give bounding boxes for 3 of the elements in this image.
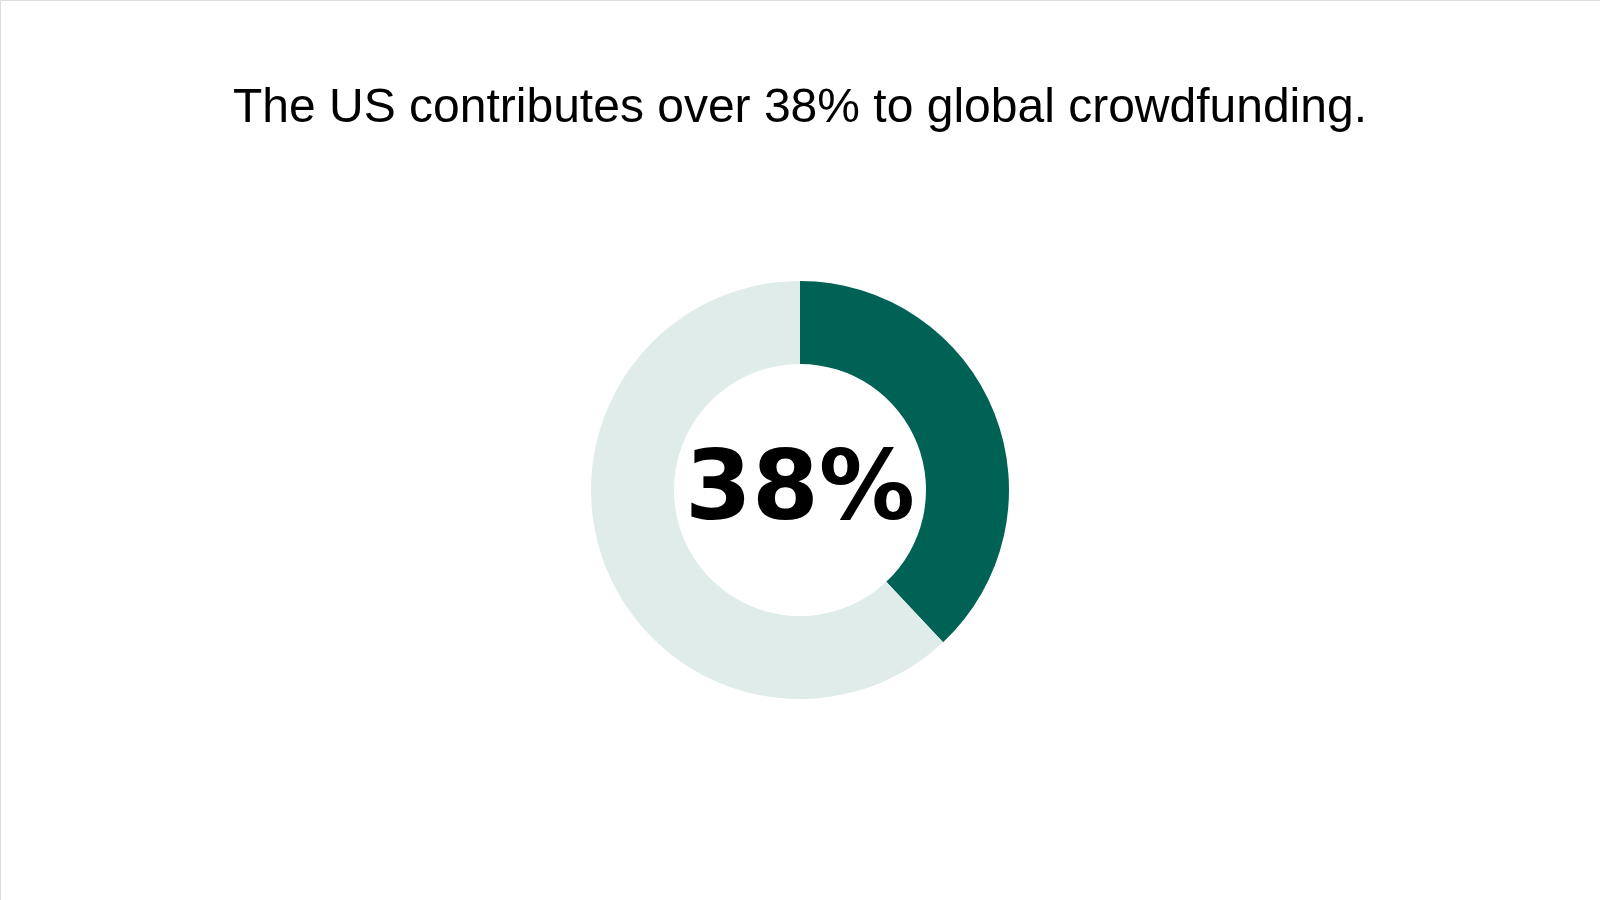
data-label: 38%: [685, 430, 915, 542]
chart-title: The US contributes over 38% to global crowdfunding.: [233, 79, 1367, 132]
donut-slice: [591, 281, 944, 699]
